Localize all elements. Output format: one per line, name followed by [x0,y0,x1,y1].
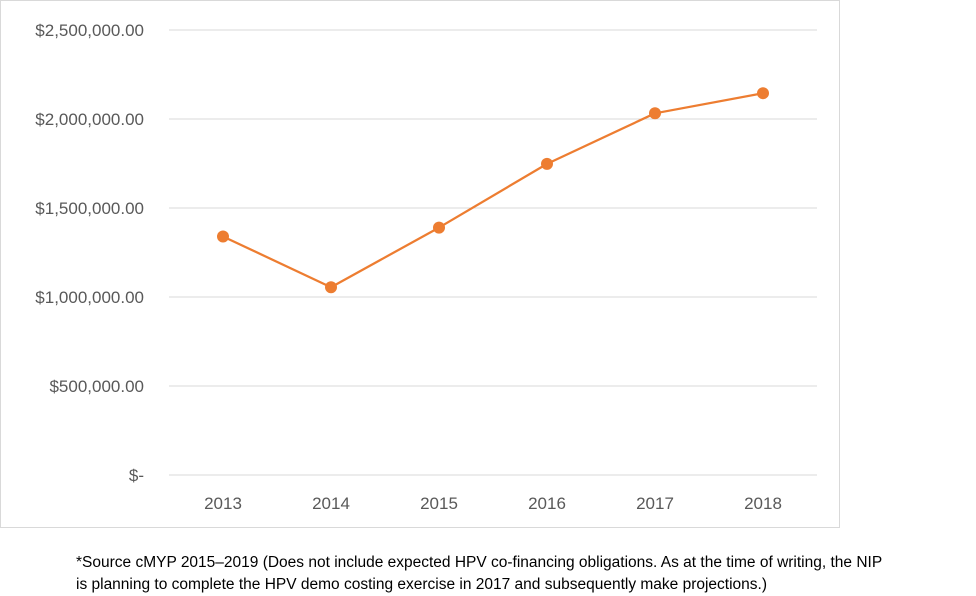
y-tick-label: $2,500,000.00 [35,21,144,40]
x-axis-ticks: 2013 2014 2015 2016 2017 2018 [204,494,782,513]
y-tick-label: $1,000,000.00 [35,288,144,307]
x-tick-label: 2013 [204,494,242,513]
line-chart: $- $500,000.00 $1,000,000.00 $1,500,000.00 $… [35,21,817,513]
data-point [541,157,553,170]
data-point [649,107,661,120]
series-lines [222,92,764,289]
data-point [757,87,769,100]
series-points [217,87,769,294]
gridlines [169,29,817,476]
source-footnote: *Source cMYP 2015–2019 (Does not include… [76,552,976,596]
y-tick-label: $500,000.00 [49,377,144,396]
series-line [222,92,764,289]
footnote-line-2: is planning to complete the HPV demo cos… [76,576,768,593]
chart-area: $- $500,000.00 $1,000,000.00 $1,500,000.00 $… [0,0,840,528]
y-axis-ticks: $- $500,000.00 $1,000,000.00 $1,500,000.00 $… [35,21,144,485]
x-tick-label: 2016 [528,494,566,513]
data-point [325,281,337,294]
x-tick-label: 2018 [744,494,782,513]
data-point [433,221,445,234]
y-tick-label: $1,500,000.00 [35,199,144,218]
x-tick-label: 2015 [420,494,458,513]
x-tick-label: 2014 [312,494,350,513]
y-tick-label: $- [129,466,144,485]
x-tick-label: 2017 [636,494,674,513]
y-tick-label: $2,000,000.00 [35,110,144,129]
data-point [217,230,229,243]
footnote-line-1: *Source cMYP 2015–2019 (Does not include… [76,554,883,571]
